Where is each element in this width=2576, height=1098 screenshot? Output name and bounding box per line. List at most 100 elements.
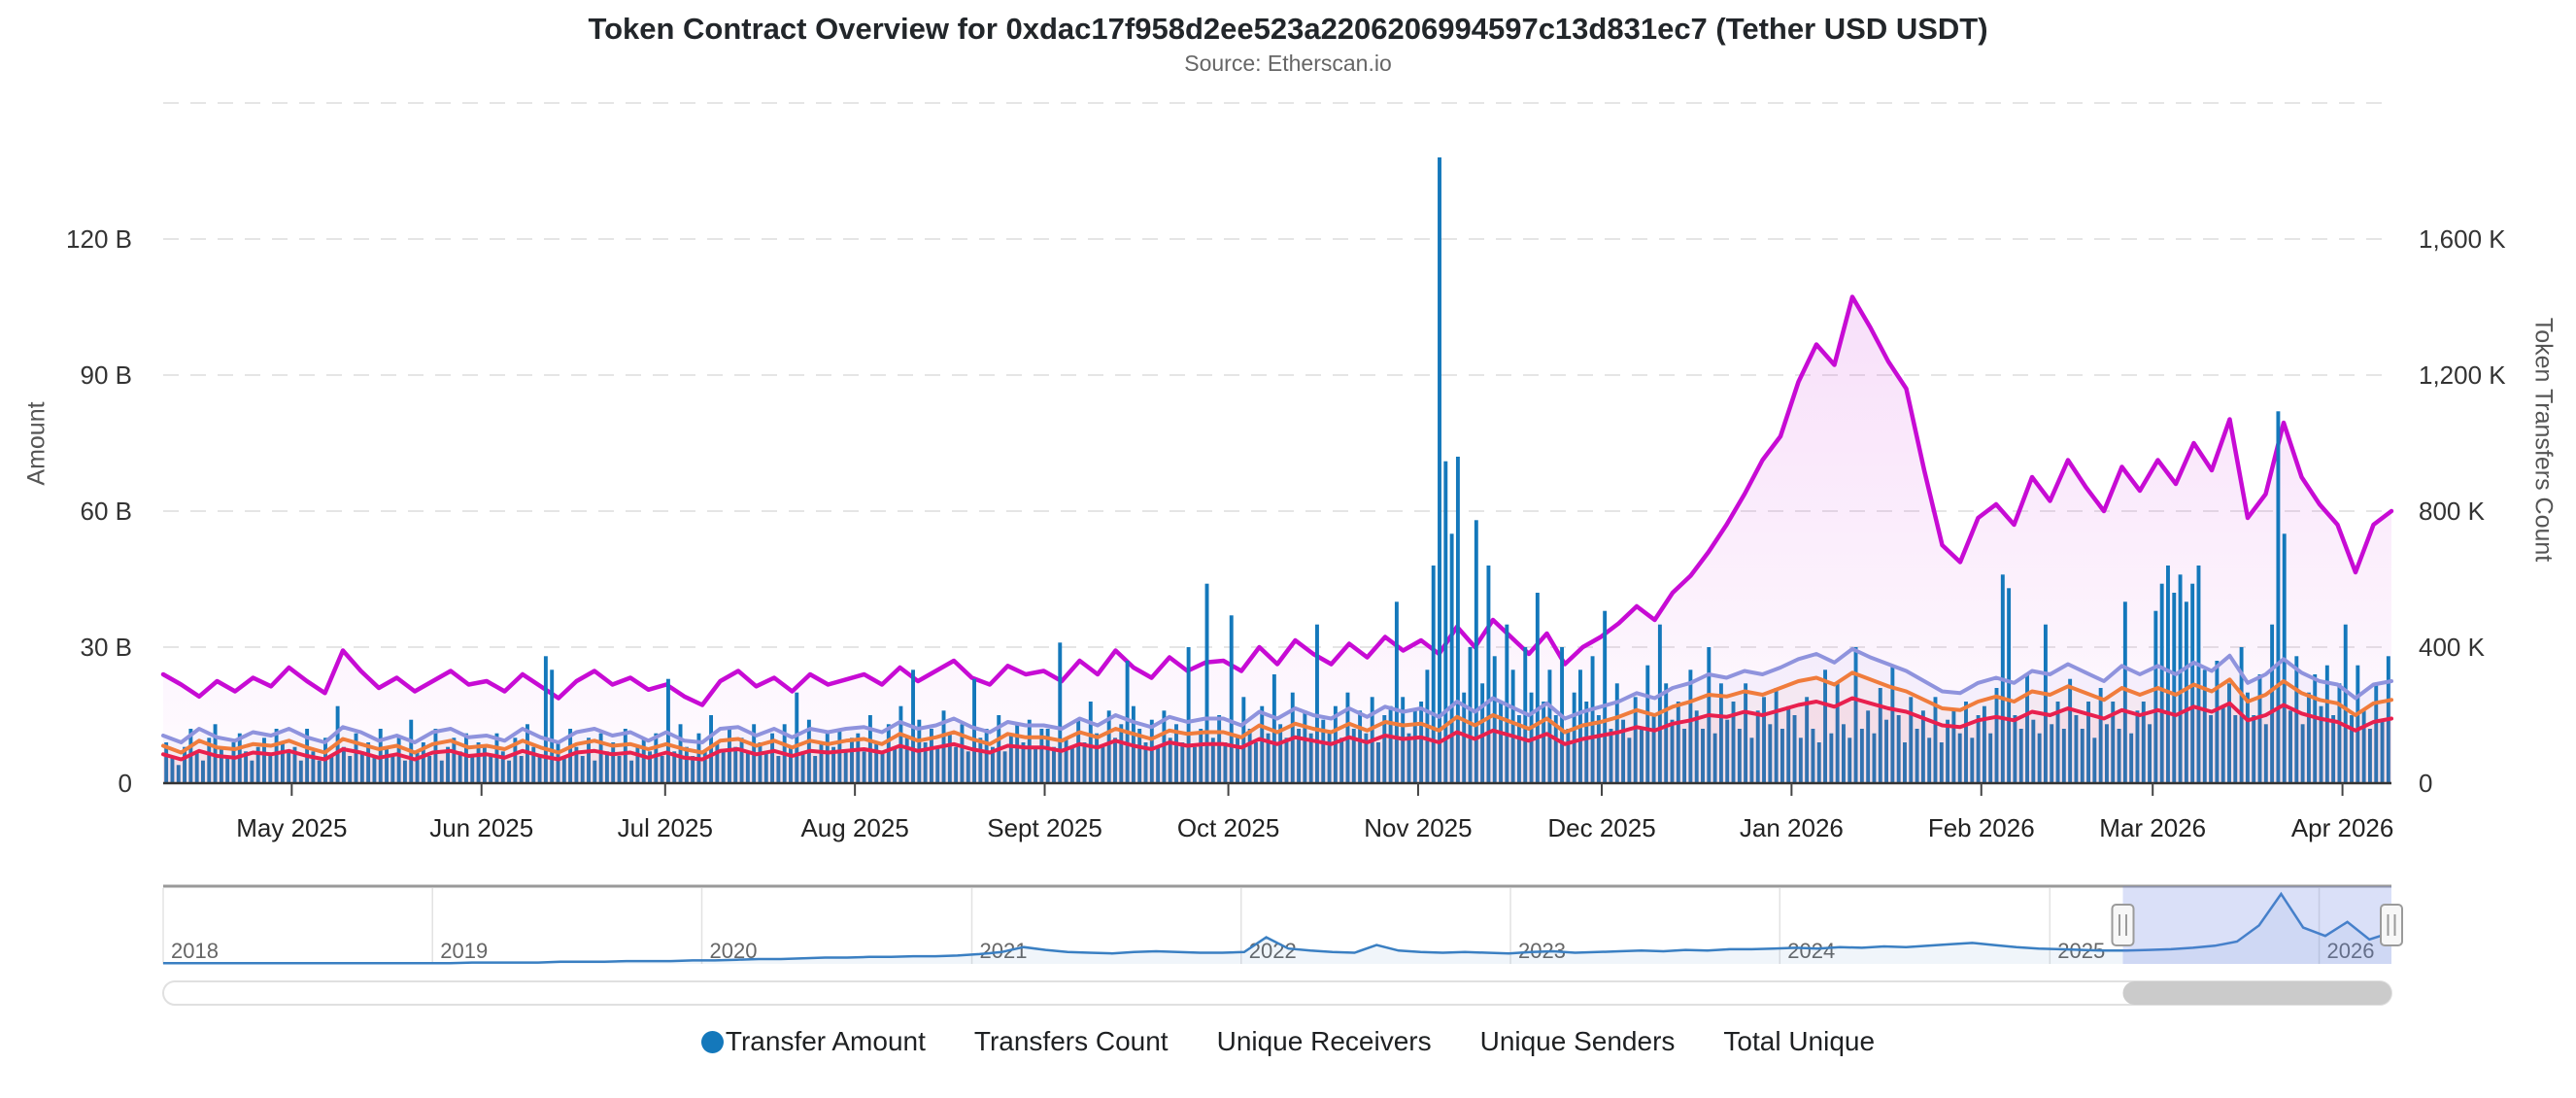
x-axis-tick-label: Dec 2025 <box>1547 813 1655 842</box>
bar <box>2135 710 2140 783</box>
bar <box>1762 697 1766 783</box>
bar <box>262 738 266 783</box>
bar <box>1725 719 1730 783</box>
bar <box>1603 610 1608 783</box>
bar <box>207 738 212 783</box>
navigator-series[interactable] <box>163 891 2392 965</box>
bar <box>1069 746 1074 783</box>
legend-item-unique-senders[interactable]: Unique Senders <box>1480 1026 1676 1057</box>
bar <box>1682 729 1687 783</box>
navigator-handle-left[interactable] <box>2111 904 2135 946</box>
bar <box>678 724 683 783</box>
bar <box>972 678 976 783</box>
bar <box>164 742 169 783</box>
bar <box>623 729 627 783</box>
left-axis-tick-label: 60 B <box>81 497 133 526</box>
bar <box>1076 719 1081 783</box>
bar <box>2153 610 2158 783</box>
bar <box>1034 746 1038 783</box>
bar <box>580 756 585 783</box>
bar <box>1229 615 1234 783</box>
bar <box>1064 738 1068 783</box>
bar <box>317 760 322 783</box>
bar <box>2013 715 2017 783</box>
bar <box>1438 157 1441 783</box>
x-axis-tick-label: Sept 2025 <box>987 813 1102 842</box>
bar <box>1859 729 1864 783</box>
left-axis-tick-label: 30 B <box>81 633 133 662</box>
bar <box>1333 705 1338 783</box>
bar <box>843 751 848 783</box>
right-axis-tick-label: 400 K <box>2419 633 2486 662</box>
bar <box>1253 742 1258 783</box>
navigator-handle-right[interactable] <box>2380 904 2403 946</box>
navigator-selection[interactable] <box>2122 886 2391 964</box>
bar <box>1180 742 1185 783</box>
bar <box>1260 705 1265 783</box>
bar <box>550 669 555 783</box>
bar <box>2257 674 2262 783</box>
bar <box>893 746 898 783</box>
bar <box>984 729 989 783</box>
bar <box>385 746 389 783</box>
bar <box>1853 647 1858 783</box>
scrollbar-track[interactable] <box>162 980 2392 1006</box>
bar <box>1621 719 1626 783</box>
chart-title: Token Contract Overview for 0xdac17f958d… <box>588 12 1988 46</box>
bar <box>1480 683 1485 783</box>
bar <box>1468 647 1473 783</box>
bar <box>470 756 475 783</box>
bar <box>2018 729 2023 783</box>
bar <box>452 738 457 783</box>
bar <box>2343 624 2348 783</box>
bar <box>684 746 689 783</box>
scrollbar-thumb[interactable] <box>2122 981 2391 1005</box>
bar <box>1443 461 1448 783</box>
legend-marker-circle <box>700 1030 724 1053</box>
bar <box>629 760 634 783</box>
legend-item-transfer-amount[interactable]: Transfer Amount <box>700 1026 926 1057</box>
bar <box>2086 702 2090 783</box>
bar <box>1510 669 1515 783</box>
bar <box>2300 724 2305 783</box>
bar <box>359 751 364 783</box>
bar <box>476 742 481 783</box>
bar <box>1382 715 1387 783</box>
legend-item-unique-receivers[interactable]: Unique Receivers <box>1217 1026 1432 1057</box>
bar <box>1676 702 1680 783</box>
bar <box>446 746 451 783</box>
bar <box>1847 738 1852 783</box>
legend-item-total-unique[interactable]: Total Unique <box>1723 1026 1875 1057</box>
bar <box>1492 656 1497 783</box>
bar <box>2098 688 2103 783</box>
bar <box>396 738 401 783</box>
legend-item-transfers-count[interactable]: Transfers Count <box>974 1026 1169 1057</box>
bar <box>1204 583 1209 783</box>
bar <box>1113 738 1117 783</box>
bar <box>1664 683 1669 783</box>
bar <box>1308 733 1313 783</box>
bar <box>250 760 254 783</box>
bar <box>1394 601 1399 783</box>
bar <box>966 751 970 783</box>
bar <box>274 729 279 783</box>
bar <box>329 756 334 783</box>
x-axis-tick-label: Apr 2026 <box>2291 813 2394 842</box>
bar <box>886 724 891 783</box>
bar <box>1988 733 1993 783</box>
bar <box>874 742 879 783</box>
bar <box>1884 719 1889 783</box>
bar <box>494 733 499 783</box>
bar <box>482 746 487 783</box>
bar <box>1946 719 1950 783</box>
bar <box>1449 533 1454 783</box>
right-axis-tick-label: 1,200 K <box>2419 360 2506 390</box>
bar <box>947 733 952 783</box>
bar <box>635 746 640 783</box>
bar <box>2319 705 2323 783</box>
bar <box>2245 692 2250 783</box>
bar <box>1798 738 1803 783</box>
bar <box>183 746 187 783</box>
bar <box>2196 566 2201 783</box>
bar <box>1058 642 1063 783</box>
